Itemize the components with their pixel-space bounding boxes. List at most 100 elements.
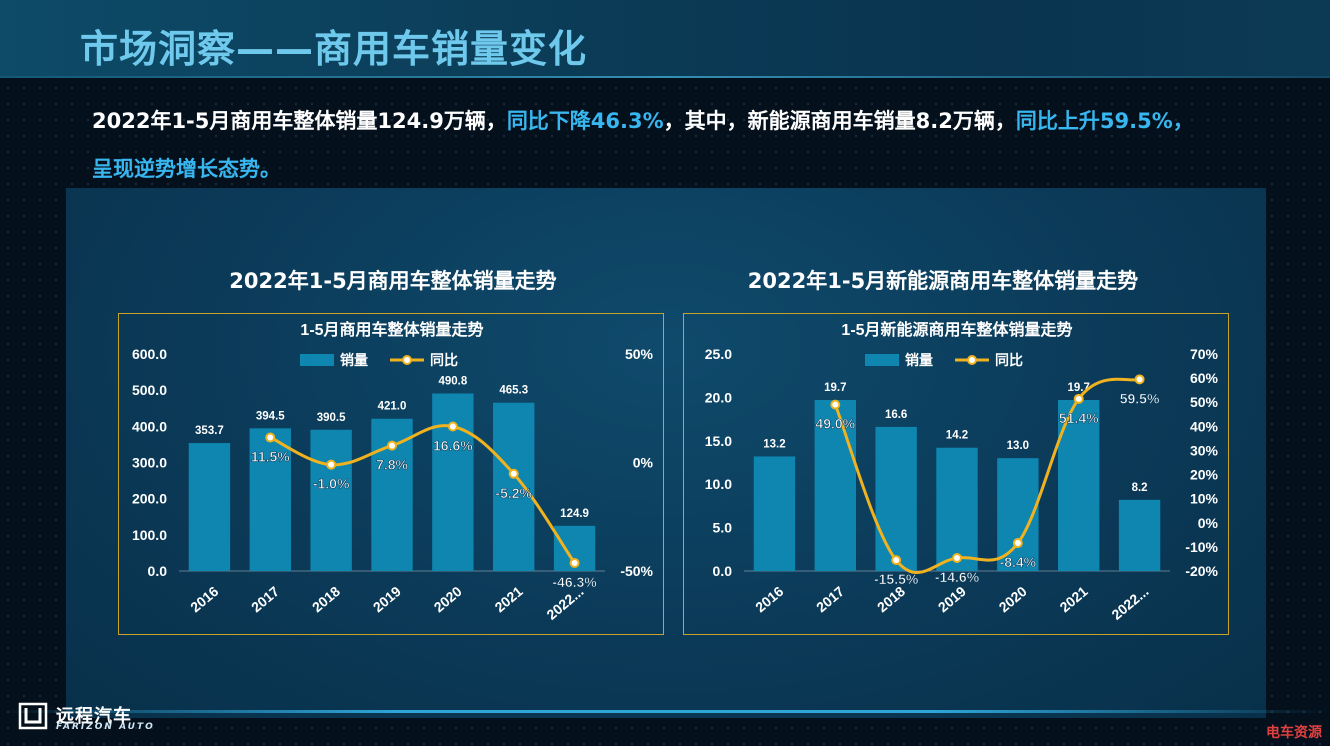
summary-part3: ，其中，新能源商用车销量8.2万辆， [663, 109, 1016, 133]
left-axis-tick-label: 10.0 [705, 476, 732, 492]
left-axis-tick-label: 600.0 [132, 346, 167, 362]
left-axis-tick-label: 0.0 [148, 563, 168, 579]
summary-highlight-decline: 同比下降46.3% [506, 109, 664, 133]
legend-swatch-bar [300, 354, 334, 366]
legend-marker-line [402, 355, 412, 365]
bar [188, 443, 231, 571]
legend-label-bar: 销量 [340, 352, 368, 368]
left-chart-heading: 2022年1-5月商用车整体销量走势 [229, 269, 557, 293]
x-axis-category-label: 2016 [187, 583, 221, 615]
commercial-sales-chart: 1-5月商用车整体销量走势 销量 同比 0.0 100.0 200.0 300.0 400.0… [118, 313, 664, 635]
x-axis-category-label: 2017 [813, 583, 847, 615]
yoy-value-label: -15.5% [874, 571, 919, 587]
yoy-value-label: 49.0% [815, 416, 855, 432]
chart-title: 1-5月新能源商用车整体销量走势 [841, 320, 1072, 339]
yoy-point [1134, 374, 1145, 385]
x-axis-category-label: 2018 [309, 583, 343, 615]
right-axis-tick-label: 50% [1190, 394, 1219, 410]
bar [753, 456, 796, 571]
x-axis-category-label: 2017 [248, 583, 282, 615]
left-axis-tick-label: 0.0 [713, 563, 733, 579]
yoy-value-label: 51.4% [1059, 410, 1099, 426]
right-axis-tick-label: 30% [1190, 442, 1219, 458]
yoy-value-label: 7.8% [376, 457, 408, 473]
right-axis-tick-label: 0% [633, 455, 654, 471]
bar [936, 447, 978, 571]
yoy-point [508, 468, 519, 479]
bar-value-label: 8.2 [1132, 482, 1148, 494]
left-axis-tick-label: 400.0 [132, 418, 167, 434]
yoy-value-label: 59.5% [1120, 390, 1160, 406]
farizon-logo-icon [18, 702, 48, 730]
legend-label-line: 同比 [430, 352, 458, 368]
bar [814, 400, 856, 571]
left-axis-tick-label: 500.0 [132, 382, 167, 398]
yoy-point [830, 399, 841, 410]
yoy-point [569, 557, 580, 568]
right-axis-tick-label: -50% [620, 563, 653, 579]
yoy-point [952, 552, 962, 563]
yoy-value-label: -1.0% [313, 476, 350, 492]
right-axis-tick-label: -20% [1185, 563, 1218, 579]
yoy-point [387, 440, 397, 451]
left-axis-tick-label: 15.0 [705, 433, 732, 449]
x-axis-category-label: 2020 [431, 583, 465, 615]
x-axis-category-label: 2021 [1056, 583, 1090, 615]
left-axis-tick-label: 20.0 [705, 389, 732, 405]
nev-sales-chart: 1-5月新能源商用车整体销量走势销量 同比 0.0 5.0 10.0 15.0 20.0 25… [683, 313, 1229, 635]
x-axis-category-label: 2019 [370, 583, 404, 615]
yoy-value-label: 11.5% [251, 449, 290, 465]
yoy-value-label: -14.6% [935, 569, 980, 585]
summary-highlight-trend: 呈现逆势增长态势。 [92, 157, 281, 181]
bar-value-label: 490.8 [438, 375, 467, 387]
right-axis-tick-label: 50% [625, 346, 654, 362]
left-axis-tick-label: 25.0 [705, 346, 732, 362]
bar [310, 429, 352, 571]
yoy-point [891, 555, 902, 566]
left-axis-tick-label: 100.0 [132, 527, 167, 543]
bar [875, 426, 917, 571]
x-axis-category-label: 2022... [1108, 583, 1151, 623]
right-axis-tick-label: 70% [1190, 346, 1219, 362]
x-axis-category-label: 2016 [752, 583, 786, 615]
bar-value-label: 124.9 [560, 508, 589, 520]
bar-value-label: 19.7 [824, 382, 846, 394]
right-axis-tick-label: 10% [1190, 491, 1219, 507]
watermark: 电车资源 [1266, 725, 1322, 741]
bar-value-label: 16.6 [885, 409, 907, 421]
summary-highlight-rise: 同比上升59.5%， [1015, 109, 1194, 133]
bar-value-label: 353.7 [195, 425, 224, 437]
x-axis-category-label: 2018 [874, 583, 908, 615]
legend-swatch-bar [865, 354, 899, 366]
bar [1118, 499, 1161, 571]
bar [493, 402, 535, 571]
yoy-value-label: -46.3% [552, 574, 597, 590]
yoy-value-label: 16.6% [433, 437, 473, 453]
yoy-point [447, 421, 458, 432]
right-chart-heading: 2022年1-5月新能源商用车整体销量走势 [747, 269, 1139, 293]
summary-part1: 2022年1-5月商用车整体销量124.9万辆， [92, 109, 507, 133]
x-axis-category-label: 2019 [935, 583, 969, 615]
logo-text-en: FARIZON AUTO [56, 722, 155, 732]
bar [249, 428, 291, 571]
left-axis-tick-label: 300.0 [132, 455, 167, 471]
page-title: 市场洞察——商用车销量变化 [80, 27, 588, 71]
left-axis-tick-label: 5.0 [713, 520, 733, 536]
bar-value-label: 390.5 [317, 412, 346, 424]
yoy-value-label: -8.4% [1000, 554, 1037, 570]
summary-text: 2022年1-5月商用车整体销量124.9万辆，同比下降46.3%，其中，新能源… [92, 97, 1292, 193]
legend-marker-line [967, 355, 977, 365]
right-axis-tick-label: -10% [1185, 539, 1218, 555]
bar-value-label: 13.0 [1007, 440, 1029, 452]
yoy-point [1073, 393, 1084, 404]
bar-value-label: 465.3 [499, 385, 528, 397]
chart-title: 1-5月商用车整体销量走势 [300, 320, 483, 339]
yoy-value-label: -5.2% [495, 485, 532, 501]
right-axis-tick-label: 0% [1198, 515, 1219, 531]
legend-label-line: 同比 [995, 352, 1023, 368]
legend-label-bar: 销量 [905, 352, 933, 368]
right-axis-tick-label: 40% [1190, 418, 1219, 434]
yoy-point [1012, 538, 1023, 549]
